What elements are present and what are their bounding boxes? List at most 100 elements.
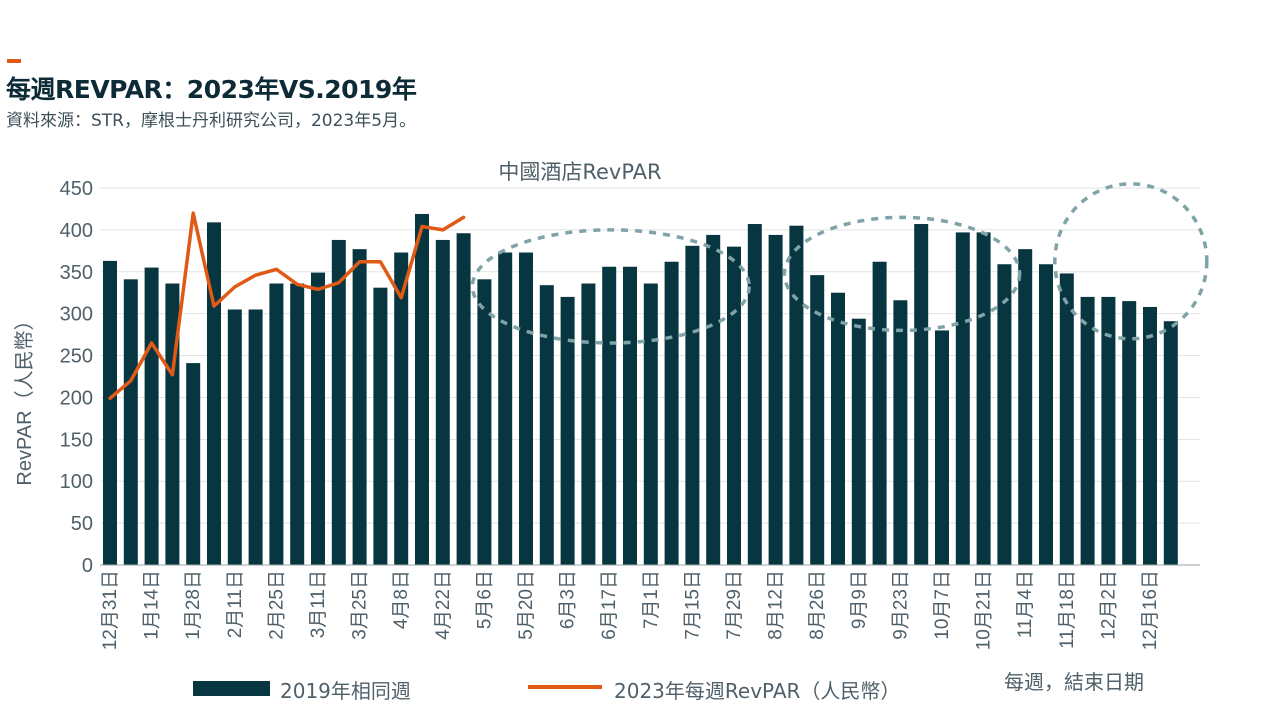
x-tick-label: 3月25日 xyxy=(350,570,371,640)
bar xyxy=(1018,249,1033,565)
y-tick-label: 250 xyxy=(60,346,93,368)
x-tick-label: 4月22日 xyxy=(433,570,454,640)
y-tick-label: 450 xyxy=(60,178,93,200)
title-accent-dash xyxy=(7,59,21,63)
x-tick-label: 5月20日 xyxy=(516,570,537,640)
bar xyxy=(935,330,949,565)
bar xyxy=(560,296,575,565)
bar xyxy=(352,249,367,565)
x-tick-label: 12月16日 xyxy=(1140,570,1161,650)
x-tick-label: 10月7日 xyxy=(932,570,953,640)
bar xyxy=(186,363,201,565)
bar xyxy=(810,275,825,565)
bar xyxy=(1143,306,1157,565)
bar xyxy=(269,283,284,565)
bar xyxy=(893,300,908,565)
x-tick-label: 1月14日 xyxy=(142,570,163,640)
source-note: 資料來源：STR，摩根士丹利研究公司，2023年5月。 xyxy=(6,111,417,131)
page-title: 每週REVPAR：2023年VS.2019年 xyxy=(6,75,417,104)
bar xyxy=(1101,296,1116,565)
bar xyxy=(768,234,783,565)
bar xyxy=(123,279,138,565)
bar xyxy=(415,213,429,565)
bar xyxy=(331,239,346,566)
bar xyxy=(1122,301,1137,565)
bar xyxy=(602,266,617,565)
y-tick-label: 350 xyxy=(60,262,93,284)
bar xyxy=(643,283,658,565)
bar xyxy=(914,224,929,565)
bar xyxy=(997,264,1012,565)
legend-line-swatch xyxy=(528,685,602,689)
x-tick-label: 7月1日 xyxy=(641,570,662,629)
x-tick-label: 6月3日 xyxy=(558,570,579,629)
bar xyxy=(727,246,741,565)
bar xyxy=(394,252,409,565)
bar xyxy=(435,239,450,566)
bar xyxy=(872,261,887,565)
bar xyxy=(623,266,637,565)
bar xyxy=(685,245,700,565)
x-tick-label: 11月18日 xyxy=(1057,570,1078,649)
x-axis-caption: 每週，結束日期 xyxy=(1004,670,1144,694)
y-tick-label: 300 xyxy=(60,304,93,326)
bar xyxy=(706,234,721,565)
y-tick-label: 150 xyxy=(60,429,93,451)
legend-bar-label: 2019年相同週 xyxy=(280,679,411,703)
bar xyxy=(456,233,471,566)
x-tick-label: 12月2日 xyxy=(1098,570,1119,640)
x-tick-label: 5月6日 xyxy=(474,570,495,629)
bar xyxy=(851,318,866,565)
x-tick-label: 2月25日 xyxy=(266,570,287,640)
bar xyxy=(519,252,533,565)
highlight-ellipse xyxy=(1053,182,1209,341)
bar xyxy=(477,279,492,565)
x-tick-label: 9月9日 xyxy=(849,570,870,629)
x-tick-label: 4月8日 xyxy=(391,570,412,629)
x-tick-label: 8月26日 xyxy=(807,570,828,640)
bar xyxy=(144,267,159,565)
bar xyxy=(831,292,845,565)
y-axis-title: RevPAR（人民幣） xyxy=(13,310,36,485)
legend-bar-swatch xyxy=(193,681,270,696)
line-series-2023 xyxy=(108,211,466,401)
x-tick-label: 9月23日 xyxy=(890,570,911,640)
x-tick-label: 12月31日 xyxy=(100,570,121,650)
bar xyxy=(747,224,762,565)
x-tick-label: 3月11日 xyxy=(308,570,329,638)
highlight-ellipse xyxy=(470,228,751,345)
bar xyxy=(103,260,117,565)
bar xyxy=(789,225,804,565)
x-tick-label: 6月17日 xyxy=(599,570,620,640)
bar xyxy=(581,283,596,565)
x-tick-label: 8月12日 xyxy=(766,570,787,640)
bar xyxy=(955,232,970,565)
bar xyxy=(1080,296,1095,565)
bar xyxy=(227,309,242,565)
bar xyxy=(664,261,679,565)
bar xyxy=(248,309,263,565)
chart-title: 中國酒店RevPAR xyxy=(498,160,662,184)
y-tick-label: 400 xyxy=(60,220,93,242)
bar xyxy=(311,272,325,565)
y-tick-label: 50 xyxy=(71,513,93,535)
bar xyxy=(373,287,388,565)
bar xyxy=(1163,321,1178,565)
bar xyxy=(976,232,991,565)
highlight-ellipse xyxy=(782,215,1022,333)
x-tick-label: 7月29日 xyxy=(724,570,745,640)
bar xyxy=(498,252,513,565)
x-tick-label: 2月11日 xyxy=(225,570,246,638)
y-tick-label: 200 xyxy=(60,387,93,409)
bar xyxy=(1059,273,1074,565)
y-tick-label: 0 xyxy=(82,555,93,577)
legend-line-label: 2023年每週RevPAR（人民幣） xyxy=(614,679,901,703)
bar xyxy=(539,285,554,565)
x-tick-label: 7月15日 xyxy=(682,570,703,640)
y-tick-label: 100 xyxy=(60,471,93,493)
x-tick-label: 10月21日 xyxy=(974,570,995,650)
bar xyxy=(207,222,221,566)
bar xyxy=(290,283,305,565)
x-tick-label: 11月4日 xyxy=(1015,570,1036,638)
